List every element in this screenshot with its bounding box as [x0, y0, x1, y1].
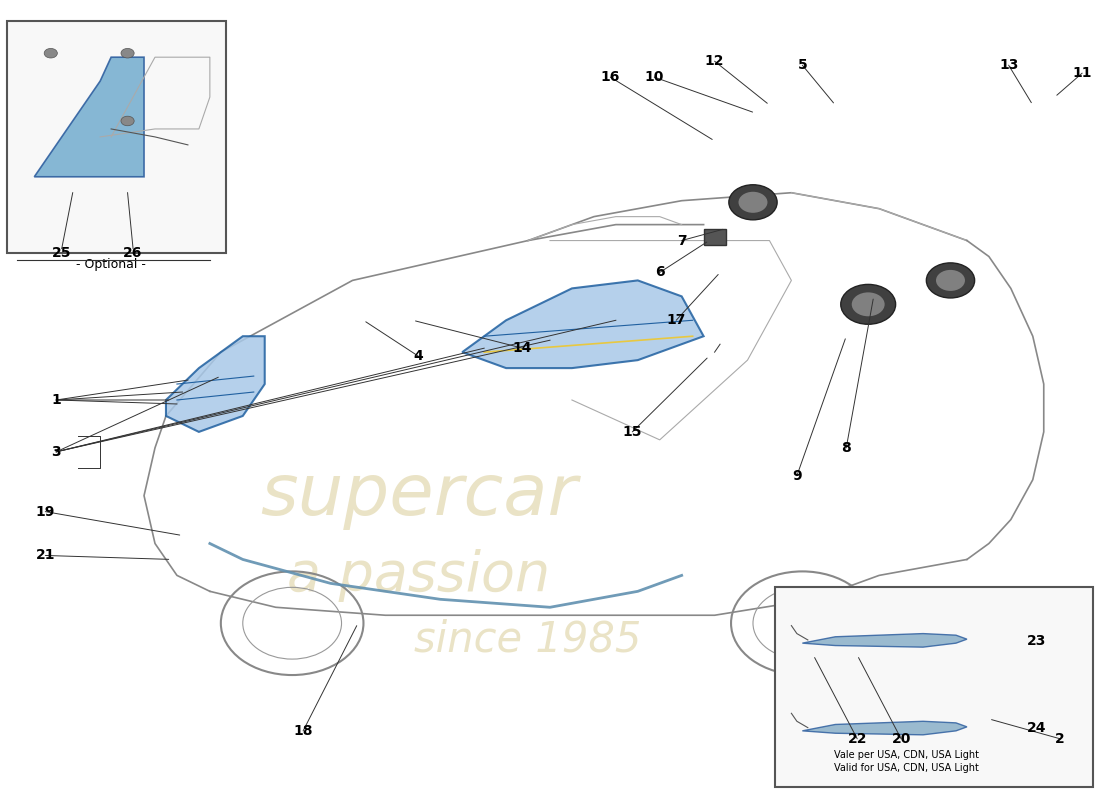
Text: 13: 13	[999, 58, 1019, 72]
Text: 20: 20	[891, 732, 911, 746]
Text: 1: 1	[52, 393, 62, 407]
Polygon shape	[704, 229, 726, 245]
Circle shape	[926, 263, 975, 298]
Text: 12: 12	[705, 54, 724, 68]
Text: 23: 23	[1027, 634, 1047, 648]
Text: 7: 7	[676, 234, 686, 247]
Circle shape	[738, 192, 768, 213]
Text: 18: 18	[294, 724, 312, 738]
Text: 3: 3	[52, 445, 62, 459]
Text: 21: 21	[35, 549, 55, 562]
Circle shape	[729, 185, 777, 220]
Text: Vale per USA, CDN, USA Light: Vale per USA, CDN, USA Light	[834, 750, 979, 760]
Text: 19: 19	[35, 505, 55, 518]
Text: 11: 11	[1072, 66, 1092, 80]
Text: 22: 22	[847, 732, 867, 746]
Circle shape	[44, 49, 57, 58]
Circle shape	[121, 116, 134, 126]
Polygon shape	[34, 57, 144, 177]
Text: 10: 10	[645, 70, 664, 84]
Text: 14: 14	[513, 341, 532, 355]
Polygon shape	[166, 336, 265, 432]
FancyBboxPatch shape	[774, 587, 1093, 786]
Text: a passion: a passion	[287, 549, 550, 602]
Text: supercar: supercar	[260, 461, 578, 530]
Text: since 1985: since 1985	[415, 618, 641, 660]
Text: 26: 26	[123, 246, 143, 259]
Text: 25: 25	[52, 246, 72, 259]
Polygon shape	[802, 634, 967, 647]
Circle shape	[936, 270, 965, 291]
Polygon shape	[462, 281, 704, 368]
Text: - Optional -: - Optional -	[76, 258, 146, 271]
Text: 9: 9	[792, 469, 802, 482]
Polygon shape	[802, 722, 967, 735]
Text: 17: 17	[667, 314, 686, 327]
Text: 2: 2	[1055, 732, 1065, 746]
Text: Valid for USA, CDN, USA Light: Valid for USA, CDN, USA Light	[834, 763, 979, 774]
Circle shape	[851, 292, 884, 316]
Circle shape	[840, 285, 895, 324]
Text: 5: 5	[798, 58, 807, 72]
Text: 4: 4	[414, 349, 424, 363]
Text: 8: 8	[842, 441, 851, 455]
Text: 24: 24	[1027, 722, 1047, 735]
Text: 6: 6	[654, 266, 664, 279]
Text: 16: 16	[601, 70, 620, 84]
Circle shape	[121, 49, 134, 58]
Text: 15: 15	[623, 425, 642, 439]
FancyBboxPatch shape	[7, 22, 227, 253]
